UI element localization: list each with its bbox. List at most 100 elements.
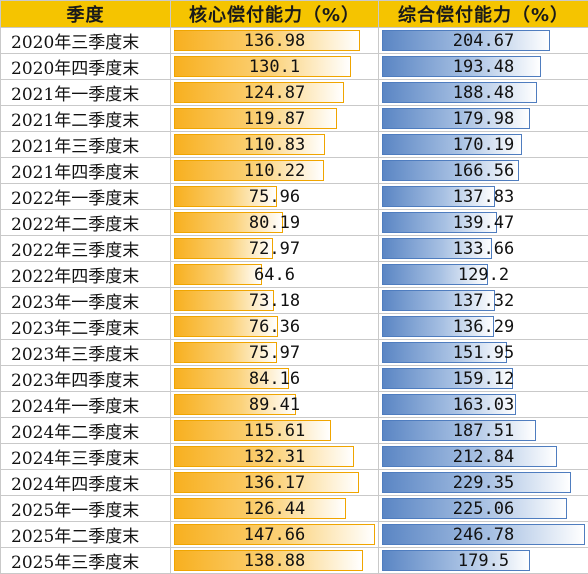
- quarter-cell: 2021年三季度末: [1, 132, 171, 158]
- core-solvency-cell: 89.41: [171, 392, 379, 418]
- core-solvency-cell: 147.66: [171, 522, 379, 548]
- header-row: 季度 核心偿付能力（%） 综合偿付能力（%）: [1, 1, 588, 28]
- comprehensive-solvency-cell: 137.32: [379, 288, 588, 314]
- header-core-solvency: 核心偿付能力（%）: [171, 1, 379, 28]
- core-value: 110.22: [171, 158, 378, 183]
- core-solvency-cell: 76.36: [171, 314, 379, 340]
- quarter-cell: 2021年二季度末: [1, 106, 171, 132]
- core-solvency-cell: 136.17: [171, 470, 379, 496]
- core-value: 132.31: [171, 444, 378, 469]
- comprehensive-value: 129.2: [379, 262, 588, 287]
- quarter-cell: 2021年四季度末: [1, 158, 171, 184]
- core-solvency-cell: 64.6: [171, 262, 379, 288]
- core-solvency-cell: 75.96: [171, 184, 379, 210]
- core-solvency-cell: 119.87: [171, 106, 379, 132]
- quarter-cell: 2022年一季度末: [1, 184, 171, 210]
- core-solvency-cell: 75.97: [171, 340, 379, 366]
- comprehensive-value: 193.48: [379, 54, 588, 79]
- comprehensive-solvency-cell: 151.95: [379, 340, 588, 366]
- comprehensive-solvency-cell: 166.56: [379, 158, 588, 184]
- core-value: 110.83: [171, 132, 378, 157]
- header-quarter: 季度: [1, 1, 171, 28]
- core-solvency-cell: 136.98: [171, 28, 379, 54]
- comprehensive-value: 225.06: [379, 496, 588, 521]
- core-value: 64.6: [171, 262, 378, 287]
- quarter-cell: 2025年一季度末: [1, 496, 171, 522]
- core-solvency-cell: 73.18: [171, 288, 379, 314]
- quarter-cell: 2020年四季度末: [1, 54, 171, 80]
- comprehensive-solvency-cell: 136.29: [379, 314, 588, 340]
- core-value: 80.19: [171, 210, 378, 235]
- quarter-cell: 2023年三季度末: [1, 340, 171, 366]
- comprehensive-value: 137.32: [379, 288, 588, 313]
- comprehensive-value: 187.51: [379, 418, 588, 443]
- comprehensive-value: 166.56: [379, 158, 588, 183]
- comprehensive-solvency-cell: 139.47: [379, 210, 588, 236]
- core-value: 72.97: [171, 236, 378, 261]
- quarter-cell: 2023年四季度末: [1, 366, 171, 392]
- comprehensive-solvency-cell: 193.48: [379, 54, 588, 80]
- comprehensive-solvency-cell: 137.83: [379, 184, 588, 210]
- comprehensive-solvency-cell: 188.48: [379, 80, 588, 106]
- comprehensive-solvency-cell: 179.98: [379, 106, 588, 132]
- quarter-cell: 2020年三季度末: [1, 28, 171, 54]
- core-value: 84.16: [171, 366, 378, 391]
- comprehensive-solvency-cell: 204.67: [379, 28, 588, 54]
- comprehensive-value: 204.67: [379, 28, 588, 53]
- core-value: 75.96: [171, 184, 378, 209]
- core-value: 75.97: [171, 340, 378, 365]
- core-solvency-cell: 130.1: [171, 54, 379, 80]
- quarter-cell: 2023年二季度末: [1, 314, 171, 340]
- quarter-cell: 2024年四季度末: [1, 470, 171, 496]
- comprehensive-solvency-cell: 170.19: [379, 132, 588, 158]
- comprehensive-solvency-cell: 187.51: [379, 418, 588, 444]
- quarter-cell: 2023年一季度末: [1, 288, 171, 314]
- core-value: 136.98: [171, 28, 378, 53]
- comprehensive-solvency-cell: 163.03: [379, 392, 588, 418]
- comprehensive-solvency-cell: 246.78: [379, 522, 588, 548]
- core-solvency-cell: 124.87: [171, 80, 379, 106]
- comprehensive-value: 136.29: [379, 314, 588, 339]
- core-value: 126.44: [171, 496, 378, 521]
- comprehensive-value: 179.5: [379, 548, 588, 573]
- comprehensive-value: 137.83: [379, 184, 588, 209]
- comprehensive-solvency-cell: 159.12: [379, 366, 588, 392]
- comprehensive-value: 229.35: [379, 470, 588, 495]
- comprehensive-value: 212.84: [379, 444, 588, 469]
- core-value: 130.1: [171, 54, 378, 79]
- comprehensive-value: 246.78: [379, 522, 588, 547]
- core-value: 147.66: [171, 522, 378, 547]
- core-value: 138.88: [171, 548, 378, 573]
- core-solvency-cell: 132.31: [171, 444, 379, 470]
- quarter-cell: 2024年三季度末: [1, 444, 171, 470]
- quarter-cell: 2022年二季度末: [1, 210, 171, 236]
- comprehensive-value: 179.98: [379, 106, 588, 131]
- comprehensive-solvency-cell: 229.35: [379, 470, 588, 496]
- quarter-cell: 2022年四季度末: [1, 262, 171, 288]
- comprehensive-value: 188.48: [379, 80, 588, 105]
- core-solvency-cell: 110.83: [171, 132, 379, 158]
- comprehensive-solvency-cell: 212.84: [379, 444, 588, 470]
- header-comprehensive-solvency: 综合偿付能力（%）: [379, 1, 588, 28]
- quarter-cell: 2021年一季度末: [1, 80, 171, 106]
- core-value: 73.18: [171, 288, 378, 313]
- core-solvency-cell: 110.22: [171, 158, 379, 184]
- comprehensive-solvency-cell: 133.66: [379, 236, 588, 262]
- comprehensive-value: 133.66: [379, 236, 588, 261]
